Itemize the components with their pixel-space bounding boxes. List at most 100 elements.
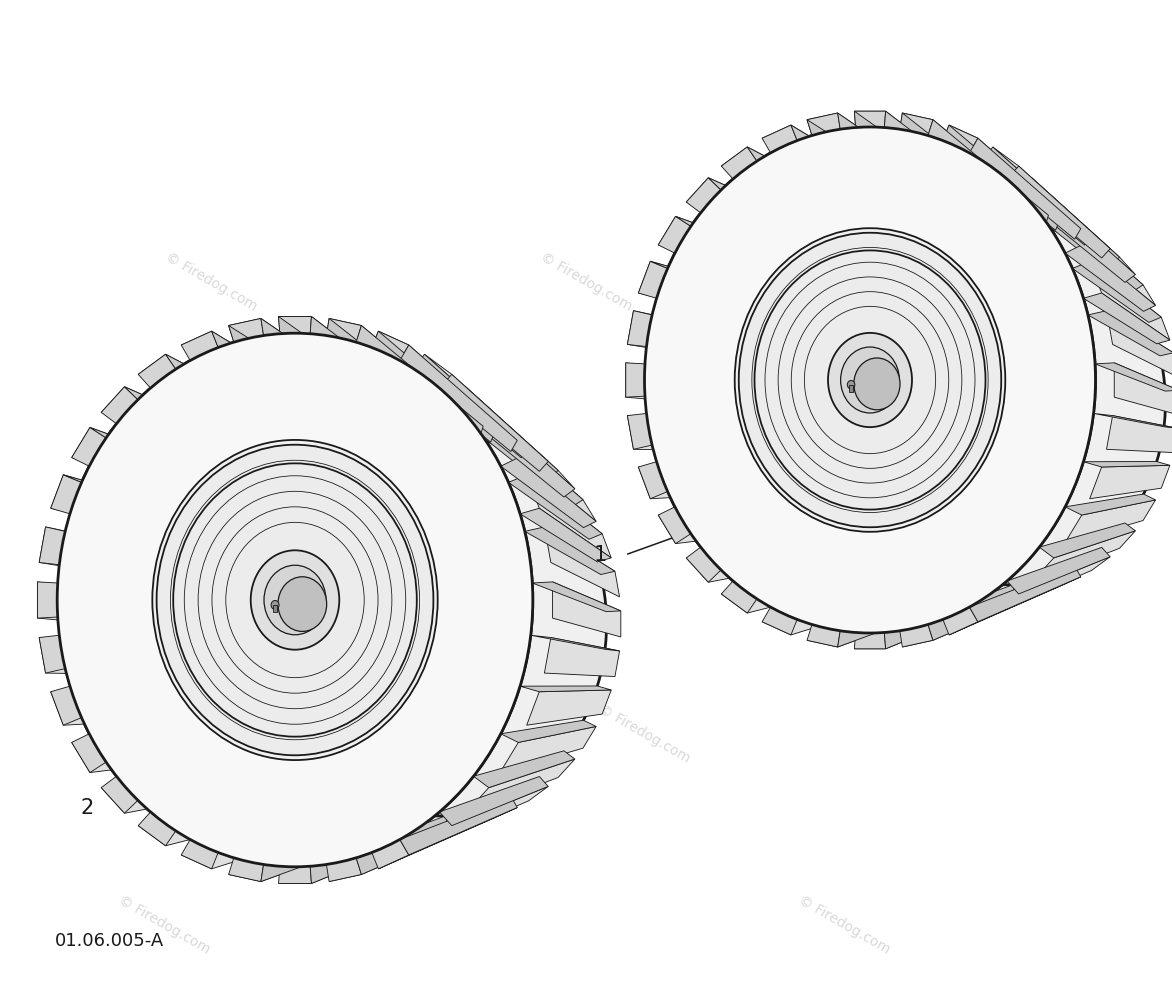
Polygon shape: [1031, 178, 1136, 274]
Polygon shape: [900, 624, 933, 647]
Polygon shape: [627, 416, 833, 452]
Polygon shape: [1106, 311, 1172, 377]
Polygon shape: [500, 721, 597, 743]
Polygon shape: [465, 759, 575, 813]
Polygon shape: [182, 839, 218, 869]
Polygon shape: [854, 596, 1014, 649]
Polygon shape: [39, 637, 255, 676]
Polygon shape: [928, 120, 1049, 227]
Polygon shape: [279, 317, 448, 420]
Polygon shape: [1088, 311, 1172, 356]
Polygon shape: [509, 474, 602, 540]
Polygon shape: [379, 332, 517, 440]
Polygon shape: [808, 120, 961, 227]
Polygon shape: [545, 527, 620, 597]
Polygon shape: [532, 582, 621, 612]
Polygon shape: [545, 637, 620, 676]
Ellipse shape: [847, 381, 854, 389]
Polygon shape: [626, 363, 645, 397]
Polygon shape: [854, 112, 993, 221]
Polygon shape: [1007, 166, 1110, 258]
Polygon shape: [1095, 363, 1172, 391]
Polygon shape: [38, 582, 57, 618]
Polygon shape: [1090, 465, 1170, 498]
Polygon shape: [229, 326, 391, 438]
Polygon shape: [39, 527, 66, 565]
Polygon shape: [627, 311, 652, 347]
Polygon shape: [1040, 523, 1136, 558]
Polygon shape: [101, 387, 313, 488]
Polygon shape: [424, 354, 548, 461]
Polygon shape: [993, 557, 1110, 613]
Polygon shape: [942, 125, 1059, 230]
Polygon shape: [61, 645, 313, 786]
Polygon shape: [687, 531, 887, 582]
Polygon shape: [90, 427, 299, 508]
Polygon shape: [1065, 245, 1156, 312]
Polygon shape: [639, 261, 668, 298]
Polygon shape: [721, 147, 757, 179]
Polygon shape: [440, 374, 548, 471]
Polygon shape: [101, 776, 138, 813]
Polygon shape: [1064, 216, 1156, 306]
Ellipse shape: [645, 127, 1096, 633]
Polygon shape: [1040, 202, 1136, 282]
Polygon shape: [659, 216, 863, 306]
Polygon shape: [687, 178, 887, 274]
Polygon shape: [400, 796, 517, 855]
Polygon shape: [1115, 363, 1172, 415]
Text: © Firedog.com: © Firedog.com: [116, 892, 212, 957]
Polygon shape: [1090, 261, 1170, 340]
Polygon shape: [525, 527, 615, 575]
Polygon shape: [531, 635, 620, 651]
Polygon shape: [1106, 416, 1172, 452]
Polygon shape: [229, 319, 411, 426]
Text: 1: 1: [594, 545, 607, 565]
Text: © Firedog.com: © Firedog.com: [397, 671, 493, 736]
Polygon shape: [50, 686, 82, 726]
Polygon shape: [902, 590, 1049, 647]
Ellipse shape: [251, 551, 339, 649]
Polygon shape: [748, 147, 921, 245]
Polygon shape: [327, 319, 361, 342]
Polygon shape: [500, 427, 597, 522]
Polygon shape: [1093, 413, 1172, 428]
Polygon shape: [762, 125, 946, 228]
Polygon shape: [808, 624, 840, 647]
Polygon shape: [50, 690, 268, 726]
Polygon shape: [484, 427, 582, 508]
Polygon shape: [659, 216, 690, 253]
Polygon shape: [639, 261, 845, 340]
Polygon shape: [372, 839, 409, 869]
Polygon shape: [138, 812, 176, 846]
Polygon shape: [327, 319, 459, 433]
Polygon shape: [1049, 216, 1143, 292]
Polygon shape: [83, 334, 607, 866]
Polygon shape: [63, 474, 281, 540]
Polygon shape: [101, 387, 138, 424]
Ellipse shape: [271, 601, 279, 609]
Polygon shape: [900, 113, 1027, 222]
Polygon shape: [762, 607, 797, 635]
Polygon shape: [791, 125, 950, 230]
Polygon shape: [808, 590, 980, 647]
Polygon shape: [526, 690, 612, 726]
Polygon shape: [329, 319, 483, 426]
Polygon shape: [983, 147, 1091, 245]
Polygon shape: [39, 635, 66, 673]
Polygon shape: [942, 125, 977, 153]
Polygon shape: [229, 821, 411, 881]
Polygon shape: [552, 582, 621, 637]
Polygon shape: [627, 311, 833, 377]
Polygon shape: [440, 777, 548, 826]
Polygon shape: [38, 582, 250, 637]
Polygon shape: [1083, 461, 1170, 467]
Polygon shape: [229, 858, 264, 881]
Polygon shape: [900, 113, 933, 136]
Text: © Firedog.com: © Firedog.com: [538, 249, 634, 314]
Polygon shape: [627, 413, 652, 449]
Ellipse shape: [152, 440, 437, 760]
Polygon shape: [1065, 494, 1156, 516]
Polygon shape: [626, 363, 827, 415]
Polygon shape: [993, 147, 1110, 248]
